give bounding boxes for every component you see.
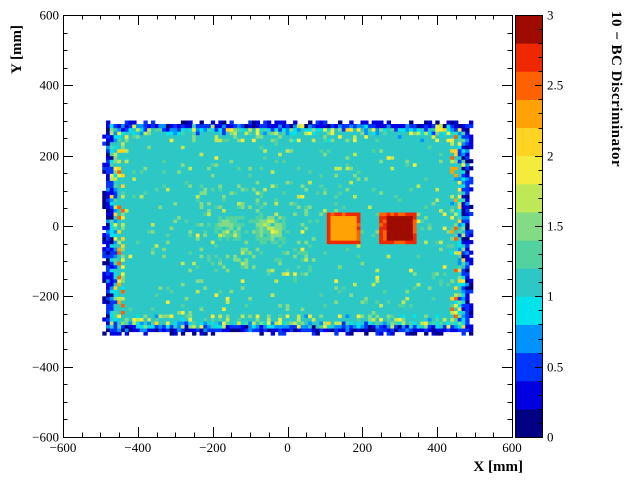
x-tick-label: 0 xyxy=(284,440,291,455)
y-tick-label: 200 xyxy=(39,148,60,164)
colorbar-tick-label: 1 xyxy=(547,288,554,304)
y-tick-label: 400 xyxy=(39,77,60,93)
x-tick-label: −200 xyxy=(199,440,227,455)
y-tick-label: 0 xyxy=(52,218,60,234)
x-tick-label: 200 xyxy=(352,440,373,455)
y-tick-label: −200 xyxy=(32,288,59,304)
colorbar-tick-label: 2.5 xyxy=(547,77,564,93)
colorbar-title: 10 − BC Discriminator xyxy=(608,11,624,168)
x-tick-label: 400 xyxy=(427,440,447,455)
x-tick-label: 600 xyxy=(502,440,522,455)
x-axis-title: X [mm] xyxy=(473,459,523,475)
colorbar-tick-label: 1.5 xyxy=(547,218,564,234)
colorbar-tick-label: 0 xyxy=(547,429,554,445)
y-axis-title: Y [mm] xyxy=(9,24,25,74)
y-tick-label: −400 xyxy=(32,359,59,375)
colorbar-tick-label: 2 xyxy=(547,148,554,164)
x-tick-label: −600 xyxy=(49,440,77,455)
y-tick-label: 600 xyxy=(39,7,60,23)
y-tick-label: −600 xyxy=(32,429,59,445)
x-tick-label: −400 xyxy=(124,440,152,455)
colorbar-tick-label: 0.5 xyxy=(547,359,564,375)
colorbar-tick-label: 3 xyxy=(547,7,554,23)
